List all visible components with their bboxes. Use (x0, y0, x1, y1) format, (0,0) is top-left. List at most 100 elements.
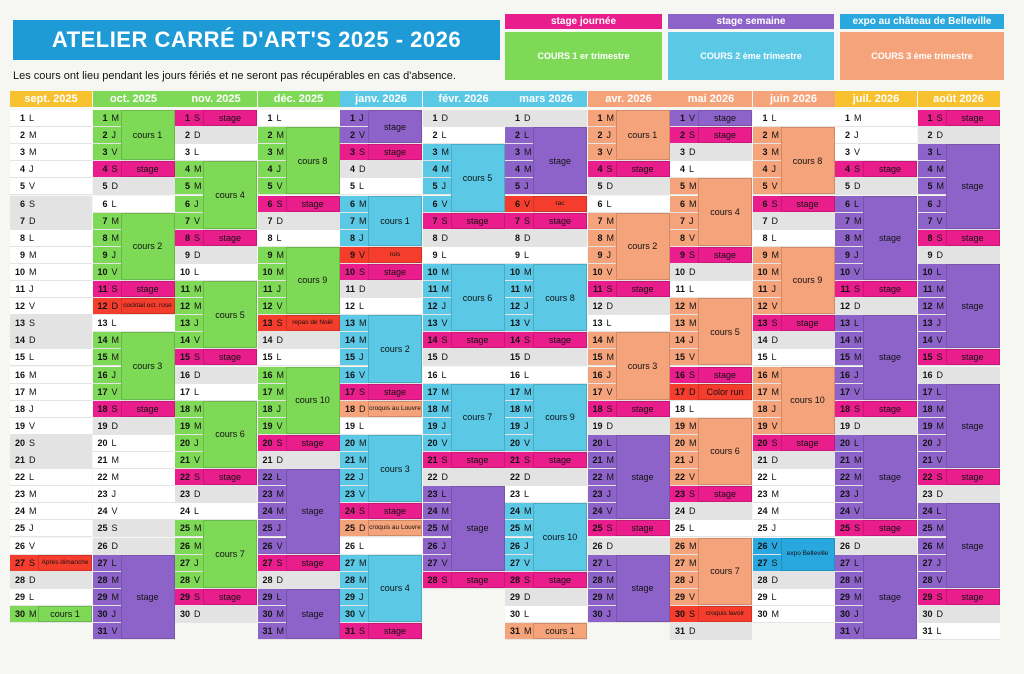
month-header: juin 2026 (752, 91, 835, 107)
weekday-letter: D (854, 181, 861, 192)
day-number: 6 (102, 198, 108, 209)
weekday-letter: V (29, 181, 36, 192)
event-block: Color run (698, 383, 752, 400)
weekday-letter: J (194, 557, 199, 568)
day-number: 20 (509, 437, 520, 448)
weekday-letter: V (276, 181, 283, 192)
day-number: 2 (679, 130, 685, 141)
day-number: 6 (184, 198, 190, 209)
day-number: 28 (592, 574, 603, 585)
weekday-letter: J (359, 591, 364, 602)
day-number: 28 (757, 574, 768, 585)
weekday-letter: M (29, 506, 37, 517)
weekday-letter: S (606, 284, 613, 294)
event-block: stage (533, 332, 587, 349)
weekday-letter: M (524, 266, 532, 277)
weekday-letter: L (524, 249, 530, 260)
day-number: 15 (427, 352, 438, 363)
weekday-letter: D (111, 540, 119, 551)
weekday-letter: L (771, 591, 777, 602)
day-row: 17 M (10, 383, 92, 401)
weekday-letter: V (276, 301, 283, 312)
weekday-letter: M (771, 266, 780, 277)
weekday-letter: J (276, 403, 282, 414)
day-number: 4 (432, 164, 438, 175)
day-number: 26 (344, 540, 355, 551)
day-row: 19 L (340, 417, 422, 435)
event-block: cours 8 (780, 127, 835, 195)
weekday-letter: M (689, 198, 697, 209)
day-number: 27 (427, 557, 438, 568)
event-block: cours 2 (368, 315, 422, 383)
event-block: cours 2 (120, 212, 175, 280)
day-number: 28 (674, 574, 685, 585)
day-number: 22 (592, 472, 603, 483)
day-number: 31 (509, 626, 520, 636)
weekday-letter: S (276, 318, 283, 329)
weekday-letter: V (359, 130, 366, 141)
day-number: 22 (509, 472, 520, 483)
weekday-letter: M (771, 130, 780, 141)
day-number: 3 (184, 147, 190, 158)
weekday-letter: V (771, 420, 778, 431)
day-number: 29 (509, 591, 520, 602)
day-number: 10 (427, 266, 438, 277)
day-number: 1 (844, 113, 850, 123)
event-block: stage (780, 195, 835, 212)
weekday-letter: V (936, 574, 943, 585)
day-row: 19 D (835, 417, 917, 435)
day-number: 28 (14, 574, 25, 585)
weekday-letter: L (441, 249, 447, 260)
weekday-letter: D (771, 215, 779, 226)
day-number: 7 (679, 215, 685, 226)
event-block: stage (615, 281, 670, 298)
weekday-letter: J (606, 608, 612, 619)
day-number: 11 (757, 284, 768, 294)
weekday-letter: D (689, 266, 696, 277)
day-number: 8 (184, 232, 190, 243)
day-number: 26 (757, 540, 768, 551)
day-number: 25 (922, 523, 933, 534)
event-block: stage (780, 315, 835, 332)
weekday-letter: J (771, 523, 777, 534)
weekday-letter: M (276, 130, 285, 141)
legend-body: COURS 2 ème trimestre (668, 32, 834, 80)
weekday-letter: V (524, 318, 531, 329)
day-number: 5 (597, 181, 603, 192)
weekday-letter: M (359, 557, 367, 568)
day-number: 11 (427, 284, 438, 294)
weekday-letter: D (854, 301, 861, 312)
day-number: 29 (922, 591, 933, 602)
day-number: 30 (757, 608, 768, 619)
weekday-letter: M (524, 386, 532, 397)
day-number: 30 (592, 608, 603, 619)
weekday-letter: L (936, 626, 942, 636)
weekday-letter: J (689, 574, 694, 585)
day-number: 14 (427, 335, 438, 346)
day-number: 5 (19, 181, 25, 192)
month-column: mai 2026 1 V 2 S 3 D 4 L 5 M 6 M 7 J 8 V 9 S 10 D 11 L 12 M 13 M 14… (670, 91, 752, 661)
weekday-letter: J (359, 472, 364, 483)
day-number: 3 (844, 147, 850, 158)
day-number: 15 (674, 352, 685, 363)
day-number: 27 (344, 557, 355, 568)
day-number: 21 (757, 455, 768, 465)
weekday-letter: J (771, 403, 777, 414)
day-number: 22 (14, 472, 25, 483)
day-number: 9 (762, 249, 768, 260)
day-number: 16 (14, 369, 25, 380)
weekday-letter: S (276, 198, 283, 209)
day-number: 3 (927, 147, 933, 158)
day-number: 26 (179, 540, 190, 551)
day-row: 16 L (422, 366, 505, 384)
day-row: 12 D (835, 298, 917, 316)
weekday-letter: J (441, 181, 447, 192)
weekday-letter: M (29, 147, 37, 158)
day-number: 20 (262, 437, 273, 448)
weekday-letter: M (854, 113, 862, 123)
